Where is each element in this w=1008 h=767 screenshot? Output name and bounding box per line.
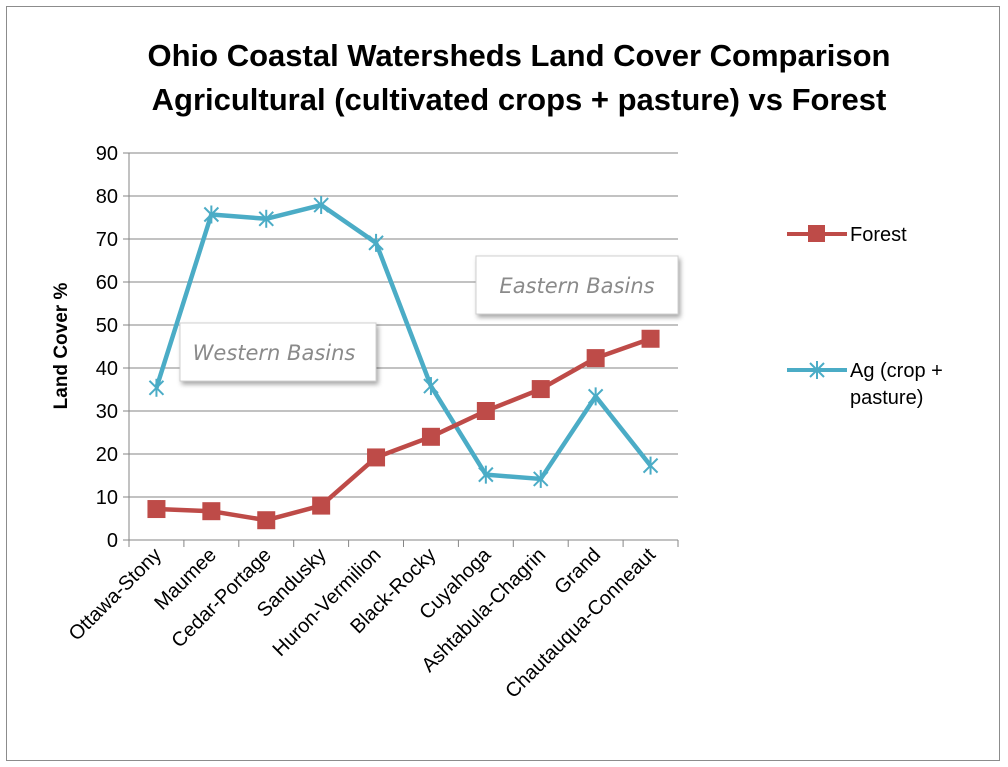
point-forest-black-rocky (421, 427, 440, 446)
legend-star-ag (809, 361, 825, 379)
y-tick-label-60: 60 (96, 272, 118, 294)
y-tick-label-50: 50 (96, 315, 118, 337)
series-line-ag-crop-pasture (154, 202, 653, 482)
x-axis-tick-labels: Ottawa-StonyMaumeeCedar-PortageSanduskyH… (65, 543, 661, 702)
chart-frame (6, 6, 1000, 761)
point-ag-crop-pasture-cuyahoga (478, 465, 494, 484)
y-axis-tick-labels: 0 10 20 30 40 50 60 70 80 90 (96, 143, 118, 552)
legend: Forest Ag (crop + pasture) (787, 224, 943, 409)
annotation-eastern-basins-text: Eastern Basins (499, 274, 654, 298)
point-forest-grand (586, 349, 605, 368)
y-tick-label-0: 0 (107, 530, 118, 552)
point-ag-crop-pasture-huron-vermilion (368, 233, 384, 252)
y-tick-label-10: 10 (96, 487, 118, 509)
series-group (147, 196, 660, 530)
annotation-western-basins-text: Western Basins (193, 341, 356, 365)
y-tick-label-70: 70 (96, 229, 118, 251)
point-forest-maumee (202, 502, 221, 521)
point-forest-chautauqua-conneaut (641, 329, 660, 348)
point-ag-crop-pasture-cedar-portage (258, 209, 274, 228)
annotation-western-basins: Western Basins (179, 322, 377, 382)
point-forest-ashtabula-chagrin (531, 380, 550, 399)
point-ag-crop-pasture-chautauqua-conneaut (642, 456, 659, 475)
y-tick-label-40: 40 (96, 358, 118, 380)
x-tick-label-cedar-portage: Cedar-Portage (167, 544, 275, 652)
legend-label-ag-line-1: Ag (crop + (850, 360, 943, 382)
point-ag-crop-pasture-sandusky (313, 196, 329, 215)
point-forest-sandusky (312, 496, 331, 515)
series-forest (147, 329, 660, 530)
legend-label-ag-line-2: pasture) (850, 387, 923, 409)
point-forest-cedar-portage (257, 511, 276, 530)
legend-item-ag: Ag (crop + pasture) (787, 360, 943, 409)
legend-item-forest: Forest (787, 224, 907, 246)
chart-title-line-2: Agricultural (cultivated crops + pasture… (152, 82, 887, 117)
chart-title-line-1: Ohio Coastal Watersheds Land Cover Compa… (148, 38, 891, 73)
point-forest-cuyahoga (476, 402, 495, 420)
point-ag-crop-pasture-ashtabula-chagrin (533, 469, 549, 488)
series-ag-crop-pasture (148, 196, 659, 488)
point-ag-crop-pasture-maumee (203, 205, 220, 224)
annotations: Western Basins Eastern Basins (179, 255, 679, 382)
annotation-eastern-basins: Eastern Basins (475, 255, 679, 315)
series-line-forest (156, 336, 652, 523)
point-ag-crop-pasture-ottawa-stony (148, 378, 165, 397)
x-tick-label-ottawa-stony: Ottawa-Stony (65, 544, 166, 645)
point-forest-ottawa-stony (147, 500, 166, 519)
y-tick-label-20: 20 (96, 444, 118, 466)
y-tick-label-90: 90 (96, 143, 118, 165)
point-ag-crop-pasture-grand (587, 387, 604, 406)
point-forest-huron-vermilion (367, 448, 386, 467)
y-axis-label: Land Cover % (51, 283, 72, 410)
x-axis (128, 153, 679, 547)
y-tick-label-80: 80 (96, 186, 118, 208)
point-ag-crop-pasture-black-rocky (423, 377, 439, 396)
legend-marker-ag (809, 361, 825, 379)
legend-label-forest: Forest (850, 224, 907, 246)
y-tick-label-30: 30 (96, 401, 118, 423)
